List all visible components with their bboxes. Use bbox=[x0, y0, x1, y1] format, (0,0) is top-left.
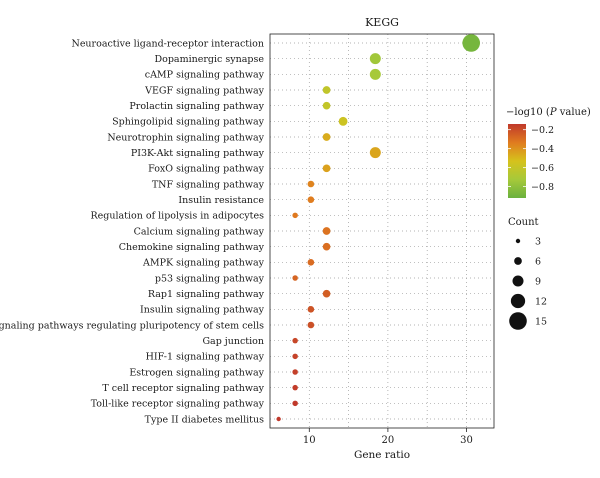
data-point bbox=[292, 353, 298, 360]
size-legend-label: 9 bbox=[535, 276, 541, 287]
data-point bbox=[307, 321, 315, 329]
category-label: T cell receptor signaling pathway bbox=[102, 383, 264, 394]
data-point bbox=[322, 289, 331, 298]
category-label: Chemokine signaling pathway bbox=[119, 242, 265, 253]
size-legend-dot bbox=[509, 312, 527, 330]
data-point bbox=[322, 101, 331, 110]
category-label: Estrogen signaling pathway bbox=[129, 367, 264, 378]
color-scale-label: −0.6 bbox=[531, 163, 554, 174]
data-point bbox=[292, 369, 298, 375]
category-label: Sphingolipid signaling pathway bbox=[112, 117, 265, 128]
category-label: PI3K-Akt signaling pathway bbox=[131, 148, 265, 159]
plot-frame bbox=[269, 33, 495, 429]
data-point bbox=[369, 53, 381, 65]
grid-lines bbox=[270, 34, 494, 428]
color-scale-label: −0.4 bbox=[531, 144, 554, 155]
size-legend: Count 3 6 9 12 15 bbox=[508, 217, 547, 330]
x-axis-title: Gene ratio bbox=[354, 449, 410, 461]
category-label: Gap junction bbox=[202, 336, 264, 347]
data-point bbox=[322, 133, 331, 141]
data-point bbox=[322, 164, 331, 173]
data-point bbox=[292, 337, 298, 344]
data-point bbox=[462, 34, 481, 52]
data-point bbox=[307, 180, 315, 188]
size-legend-dot bbox=[512, 275, 524, 287]
data-point bbox=[307, 196, 315, 203]
category-label: AMPK signaling pathway bbox=[142, 258, 265, 269]
data-point bbox=[292, 275, 298, 281]
data-point bbox=[322, 227, 331, 235]
category-label: Calcium signaling pathway bbox=[134, 226, 265, 237]
data-point bbox=[292, 384, 298, 391]
category-label: Regulation of lipolysis in adipocytes bbox=[90, 211, 264, 222]
data-point bbox=[322, 242, 331, 251]
x-tick-label: 30 bbox=[460, 435, 473, 446]
x-axis-ticks: 10 20 30 bbox=[303, 428, 473, 446]
category-label: Toll-like receptor signaling pathway bbox=[91, 399, 265, 410]
data-point bbox=[322, 86, 331, 94]
x-tick-label: 10 bbox=[303, 435, 316, 446]
data-points bbox=[276, 34, 481, 422]
size-legend-title: Count bbox=[508, 217, 539, 228]
color-scale-label: −0.8 bbox=[531, 182, 554, 193]
category-label: Insulin resistance bbox=[178, 195, 264, 206]
size-legend-dot bbox=[515, 238, 521, 244]
category-label: cAMP signaling pathway bbox=[145, 70, 265, 81]
data-point bbox=[338, 116, 348, 126]
data-point bbox=[369, 147, 381, 159]
data-point bbox=[307, 259, 315, 266]
size-legend-label: 12 bbox=[535, 296, 547, 307]
size-legend-dot bbox=[510, 293, 526, 309]
size-legend-label: 15 bbox=[535, 316, 547, 327]
category-labels: Neuroactive ligand-receptor interaction D… bbox=[0, 38, 265, 425]
category-label: Dopaminergic synapse bbox=[155, 54, 265, 65]
x-tick-label: 20 bbox=[382, 435, 395, 446]
color-legend: −log10 (P value) −0.2 −0.4 −0.6 −0.8 bbox=[506, 107, 591, 198]
category-label: Insulin signaling pathway bbox=[140, 305, 265, 316]
category-label: VEGF signaling pathway bbox=[144, 85, 265, 96]
data-point bbox=[292, 212, 298, 219]
category-label: Neuroactive ligand-receptor interaction bbox=[72, 38, 265, 49]
category-label: Rap1 signaling pathway bbox=[148, 289, 265, 300]
category-label: Neurotrophin signaling pathway bbox=[107, 132, 264, 143]
size-legend-label: 3 bbox=[535, 236, 541, 247]
data-point bbox=[369, 68, 381, 80]
chart-title: KEGG bbox=[365, 16, 399, 29]
color-scale-label: −0.2 bbox=[531, 125, 554, 136]
category-label: Prolactin signaling pathway bbox=[129, 101, 264, 112]
category-label: Type II diabetes mellitus bbox=[145, 414, 264, 425]
color-legend-title: −log10 (P value) bbox=[506, 107, 591, 118]
size-legend-dot bbox=[514, 257, 522, 265]
category-label: HIF-1 signaling pathway bbox=[146, 352, 265, 363]
data-point bbox=[292, 400, 298, 407]
category-label: FoxO signaling pathway bbox=[148, 164, 265, 175]
category-label: TNF signaling pathway bbox=[152, 179, 265, 190]
category-label: Signaling pathways regulating pluripoten… bbox=[0, 320, 264, 331]
color-scale-bar bbox=[508, 124, 526, 198]
data-point bbox=[307, 306, 315, 313]
data-point bbox=[276, 416, 281, 422]
category-label: p53 signaling pathway bbox=[155, 273, 265, 284]
size-legend-label: 6 bbox=[535, 256, 541, 267]
